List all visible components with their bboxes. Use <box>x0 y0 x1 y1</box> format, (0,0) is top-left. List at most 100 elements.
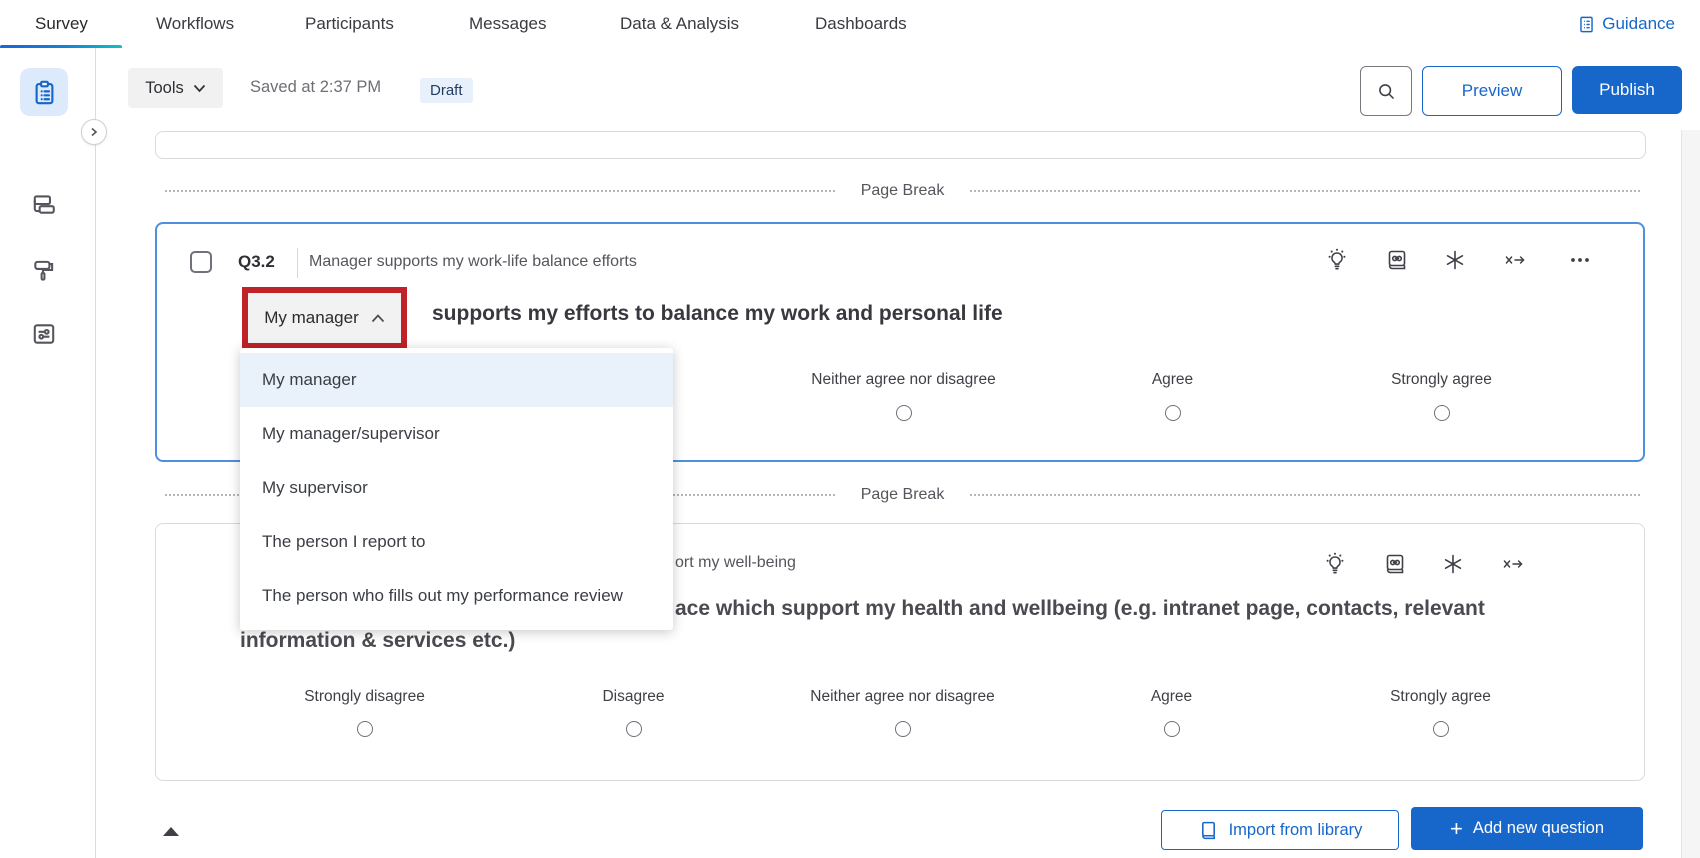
page-break-label: Page Break <box>860 486 945 503</box>
chevron-down-icon <box>193 84 206 93</box>
active-tab-underline <box>0 45 122 49</box>
builder-sidebar <box>0 48 96 858</box>
survey-options-icon <box>31 321 57 347</box>
radio-disagree[interactable] <box>625 721 642 737</box>
page-break-line <box>165 190 835 192</box>
sidebar-item-look-and-feel[interactable] <box>20 246 68 294</box>
dropdown-option-performance-review[interactable]: The person who fills out my performance … <box>262 586 623 605</box>
scale-label: Strongly agree <box>1391 371 1492 388</box>
preview-button[interactable]: Preview <box>1422 66 1562 116</box>
scale-label: Disagree <box>602 688 665 705</box>
library-link-icon[interactable] <box>1383 552 1407 576</box>
page-break-line <box>970 494 1641 496</box>
dropdown-option-my-supervisor[interactable]: My supervisor <box>262 478 368 497</box>
dropdown-option-my-manager-supervisor[interactable]: My manager/supervisor <box>262 424 440 443</box>
book-icon <box>1198 820 1219 841</box>
guidance-link[interactable]: Guidance <box>1577 0 1675 48</box>
question-text-fragment-line1: ace which support my health and wellbein… <box>675 597 1485 620</box>
plus-icon: + <box>1449 815 1463 841</box>
survey-toolbar: Tools Saved at 2:37 PM Draft Preview Pub… <box>95 48 1700 130</box>
page-break-label: Page Break <box>860 182 945 199</box>
add-new-question-button[interactable]: + Add new question <box>1411 807 1643 850</box>
question-card-q32[interactable]: Q3.2 Manager supports my work-life balan… <box>155 222 1645 462</box>
collapse-block-arrow[interactable] <box>163 827 179 836</box>
header-divider <box>297 248 298 278</box>
ellipsis-icon[interactable] <box>1568 248 1592 272</box>
scale-label-row: Neither agree nor disagree Agree Strongl… <box>231 371 1576 389</box>
radio-row <box>230 721 1575 737</box>
status-badge: Draft <box>420 78 473 103</box>
tab-participants[interactable]: Participants <box>305 0 394 48</box>
question-checkbox[interactable] <box>190 251 212 273</box>
question-header-title-fragment: ort my well-being <box>675 554 796 571</box>
skip-logic-icon[interactable] <box>1503 248 1527 272</box>
sidebar-item-survey-flow[interactable] <box>20 180 68 228</box>
radio-neither[interactable] <box>895 405 912 421</box>
guidance-doc-icon <box>1577 15 1596 34</box>
tools-menu-button[interactable]: Tools <box>128 68 223 108</box>
question-text-fragment-line2: information & services etc.) <box>240 629 516 652</box>
survey-builder-icon <box>31 79 58 106</box>
tab-data-analysis-label: Data & Analysis <box>620 14 740 33</box>
search-icon <box>1376 81 1397 102</box>
sidebar-item-survey-builder[interactable] <box>20 68 68 116</box>
page-break-line <box>970 190 1641 192</box>
radio-strongly-agree[interactable] <box>1432 721 1449 737</box>
radio-row <box>231 405 1576 421</box>
add-new-question-label: Add new question <box>1472 819 1605 837</box>
scale-label-row: Strongly disagree Disagree Neither agree… <box>230 688 1575 706</box>
tab-survey-label: Survey <box>35 14 88 33</box>
survey-flow-icon <box>31 191 57 217</box>
guidance-label: Guidance <box>1602 14 1675 33</box>
asterisk-icon[interactable] <box>1443 248 1467 272</box>
import-from-library-label: Import from library <box>1228 820 1363 839</box>
tools-label: Tools <box>145 78 184 97</box>
sidebar-expand-button[interactable] <box>81 119 107 145</box>
tab-workflows[interactable]: Workflows <box>156 0 234 48</box>
question-header-title[interactable]: Manager supports my work-life balance ef… <box>309 253 637 270</box>
radio-agree[interactable] <box>1163 721 1180 737</box>
radio-strongly-disagree[interactable] <box>356 721 373 737</box>
scale-label: Neither agree nor disagree <box>811 371 996 388</box>
sidebar-item-survey-options[interactable] <box>20 310 68 358</box>
search-button[interactable] <box>1360 66 1412 116</box>
vertical-scrollbar[interactable] <box>1681 130 1700 858</box>
question-id: Q3.2 <box>238 252 275 271</box>
previous-question-card-bottom <box>155 131 1646 159</box>
piped-text-dropdown-menu: My manager My manager/supervisor My supe… <box>240 348 673 630</box>
lightbulb-icon[interactable] <box>1325 248 1349 272</box>
tab-survey[interactable]: Survey <box>35 0 88 48</box>
question-text[interactable]: supports my efforts to balance my work a… <box>432 302 1003 325</box>
scale-label: Strongly disagree <box>304 688 425 705</box>
lightbulb-icon[interactable] <box>1323 552 1347 576</box>
scale-label: Strongly agree <box>1390 688 1491 705</box>
dropdown-option-person-i-report-to[interactable]: The person I report to <box>262 532 426 551</box>
radio-neither[interactable] <box>894 721 911 737</box>
chevron-up-icon <box>371 313 385 323</box>
tab-messages-label: Messages <box>469 14 547 33</box>
page-break: Page Break <box>165 181 1641 201</box>
chevron-right-icon <box>89 127 99 137</box>
tab-dashboards[interactable]: Dashboards <box>815 0 907 48</box>
library-link-icon[interactable] <box>1385 248 1409 272</box>
tab-participants-label: Participants <box>305 14 394 33</box>
skip-logic-icon[interactable] <box>1501 552 1525 576</box>
tab-data-analysis[interactable]: Data & Analysis <box>620 0 739 48</box>
scale-label: Agree <box>1151 371 1194 388</box>
tab-dashboards-label: Dashboards <box>815 14 907 33</box>
autosave-status: Saved at 2:37 PM <box>250 78 382 96</box>
asterisk-icon[interactable] <box>1441 552 1465 576</box>
top-nav: Survey Workflows Participants Messages D… <box>0 0 1700 49</box>
tab-messages[interactable]: Messages <box>469 0 546 48</box>
radio-agree[interactable] <box>1164 405 1181 421</box>
import-from-library-button[interactable]: Import from library <box>1161 810 1399 850</box>
scale-label: Agree <box>1150 688 1193 705</box>
piped-text-value: My manager <box>264 308 359 327</box>
scale-label: Neither agree nor disagree <box>810 688 995 705</box>
radio-strongly-agree[interactable] <box>1433 405 1450 421</box>
piped-text-dropdown[interactable]: My manager <box>242 287 407 349</box>
publish-button[interactable]: Publish <box>1572 66 1682 114</box>
dropdown-option-my-manager[interactable]: My manager <box>240 353 673 407</box>
look-and-feel-icon <box>31 257 57 283</box>
tab-workflows-label: Workflows <box>156 14 235 33</box>
